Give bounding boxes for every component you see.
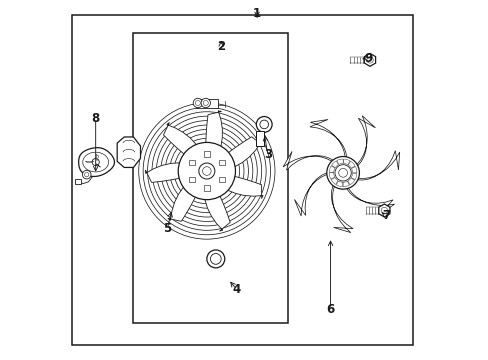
Polygon shape: [378, 204, 389, 217]
Polygon shape: [96, 154, 99, 161]
Polygon shape: [163, 122, 196, 154]
Text: 6: 6: [326, 303, 334, 316]
Circle shape: [326, 157, 359, 189]
Circle shape: [334, 165, 350, 181]
Polygon shape: [117, 137, 140, 167]
Bar: [189, 159, 194, 165]
Polygon shape: [331, 186, 352, 233]
Circle shape: [199, 163, 214, 179]
Ellipse shape: [208, 261, 222, 265]
Bar: [219, 159, 224, 165]
Bar: [203, 151, 209, 157]
Polygon shape: [96, 164, 101, 167]
Text: 9: 9: [364, 51, 371, 64]
Text: 4: 4: [232, 283, 240, 296]
Polygon shape: [364, 53, 375, 66]
Text: 8: 8: [91, 112, 100, 125]
Text: 5: 5: [163, 222, 171, 235]
Text: 7: 7: [381, 210, 389, 222]
Polygon shape: [228, 137, 262, 167]
Polygon shape: [227, 176, 263, 199]
Circle shape: [82, 170, 91, 179]
Polygon shape: [205, 111, 222, 146]
Bar: [189, 177, 194, 183]
Circle shape: [201, 98, 210, 108]
Polygon shape: [294, 173, 326, 216]
Polygon shape: [85, 161, 94, 163]
Text: 2: 2: [217, 40, 225, 53]
Polygon shape: [357, 151, 399, 180]
Bar: [196, 99, 217, 108]
Polygon shape: [204, 197, 230, 231]
Polygon shape: [283, 151, 332, 170]
Polygon shape: [79, 148, 114, 176]
Polygon shape: [309, 120, 346, 157]
Polygon shape: [167, 187, 195, 221]
Bar: [203, 185, 209, 191]
Polygon shape: [356, 116, 375, 166]
Circle shape: [206, 250, 224, 268]
Bar: [219, 177, 224, 183]
Polygon shape: [346, 188, 394, 214]
Text: 1: 1: [252, 8, 261, 21]
Text: 3: 3: [263, 148, 271, 161]
Polygon shape: [145, 163, 179, 183]
Circle shape: [256, 117, 271, 132]
Bar: [133, 33, 287, 323]
Circle shape: [178, 143, 235, 200]
Bar: [75, 179, 81, 184]
Circle shape: [193, 98, 202, 108]
Bar: [256, 131, 263, 146]
